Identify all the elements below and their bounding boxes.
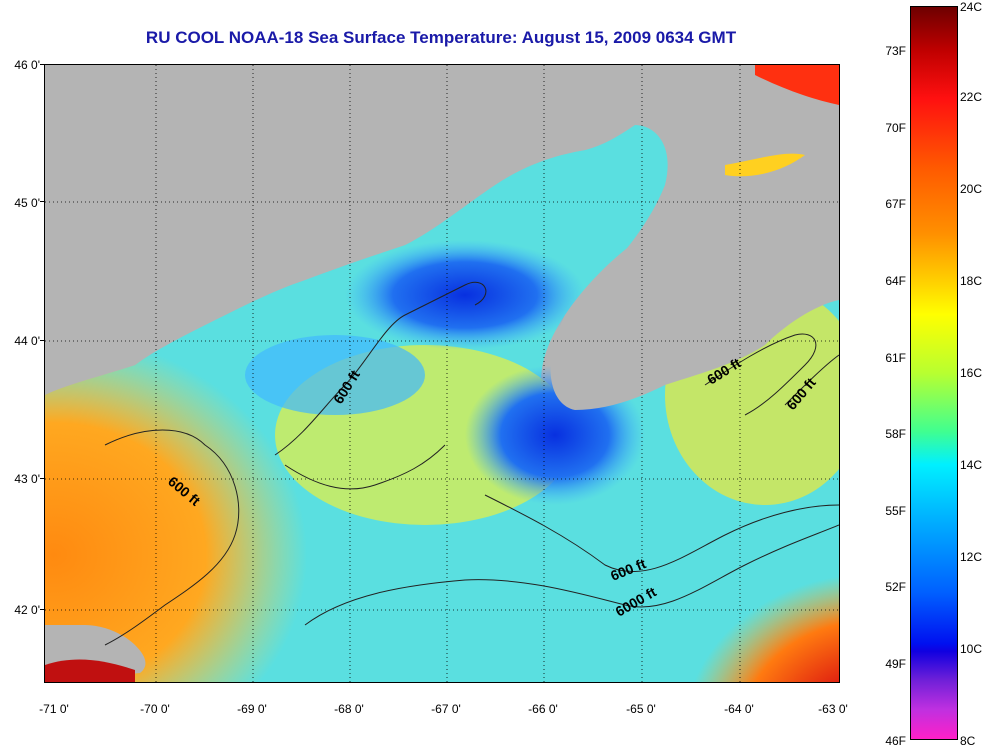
map-title: RU COOL NOAA-18 Sea Surface Temperature:… xyxy=(145,28,737,47)
coastal-warm-fringe xyxy=(45,659,135,682)
contour-600ft xyxy=(484,494,839,573)
temperature-colorbar xyxy=(910,6,958,740)
bathymetry-contours xyxy=(104,281,839,646)
graticule xyxy=(45,65,839,682)
colorbar-fahrenheit-label: 67F xyxy=(885,197,906,211)
colorbar-fahrenheit-label: 64F xyxy=(885,274,906,288)
lat-tick xyxy=(40,201,44,202)
colorbar-fahrenheit-label: 46F xyxy=(885,734,906,748)
colorbar-celsius-label: 10C xyxy=(960,642,983,656)
latitude-label: 45 0' xyxy=(14,196,40,210)
contour-6000ft xyxy=(304,524,839,626)
colorbar-celsius-label: 14C xyxy=(960,458,983,472)
colorbar-celsius-label: 12C xyxy=(960,550,983,564)
sst-map-graphic: 600 ft 600 ft 600 ft 600 ft 600 ft 6000 … xyxy=(45,65,839,682)
gulf-stream-region xyxy=(605,495,839,682)
bay-of-fundy-warm xyxy=(725,153,805,177)
contour-600ft xyxy=(784,354,839,406)
lat-tick xyxy=(40,609,44,610)
colorbar-fahrenheit-label: 70F xyxy=(885,121,906,135)
latitude-label: 46 0' xyxy=(14,58,40,72)
colorbar-celsius-label: 8C xyxy=(960,734,976,748)
land-mainland xyxy=(45,65,839,395)
longitude-label: -67 0' xyxy=(431,702,461,716)
longitude-label: -65 0' xyxy=(626,702,656,716)
cold-water-region xyxy=(345,240,585,350)
sst-map: 600 ft 600 ft 600 ft 600 ft 600 ft 6000 … xyxy=(44,64,840,683)
longitude-label: -64 0' xyxy=(724,702,754,716)
latitude-label: 43 0' xyxy=(14,472,40,486)
longitude-label: -68 0' xyxy=(334,702,364,716)
longitude-label: -70 0' xyxy=(140,702,170,716)
colorbar-fahrenheit-label: 73F xyxy=(885,44,906,58)
lat-tick xyxy=(40,64,44,65)
colorbar-fahrenheit-label: 58F xyxy=(885,427,906,441)
lat-tick xyxy=(40,340,44,341)
latitude-label: 42 0' xyxy=(14,603,40,617)
nova-scotia-north-warm xyxy=(755,65,839,105)
cold-water-region xyxy=(245,335,425,415)
longitude-label: -69 0' xyxy=(237,702,267,716)
contour-600ft xyxy=(704,333,817,416)
colorbar-celsius-label: 20C xyxy=(960,182,983,196)
land-nova-scotia xyxy=(550,211,839,410)
colorbar-fahrenheit-label: 52F xyxy=(885,580,906,594)
colorbar-celsius-label: 22C xyxy=(960,90,983,104)
latitude-label: 44 0' xyxy=(14,334,40,348)
contour-600ft xyxy=(274,281,487,456)
colorbar-fahrenheit-label: 55F xyxy=(885,504,906,518)
colorbar-fahrenheit-label: 49F xyxy=(885,657,906,671)
lat-tick xyxy=(40,478,44,479)
colorbar-fahrenheit-label: 61F xyxy=(885,351,906,365)
contour-600ft xyxy=(284,444,446,490)
contour-600ft xyxy=(104,429,240,646)
colorbar-celsius-label: 16C xyxy=(960,366,983,380)
longitude-label: -66 0' xyxy=(528,702,558,716)
colorbar-celsius-label: 18C xyxy=(960,274,983,288)
longitude-label: -71 0' xyxy=(39,702,69,716)
colorbar-celsius-label: 24C xyxy=(960,0,983,14)
longitude-label: -63 0' xyxy=(818,702,848,716)
